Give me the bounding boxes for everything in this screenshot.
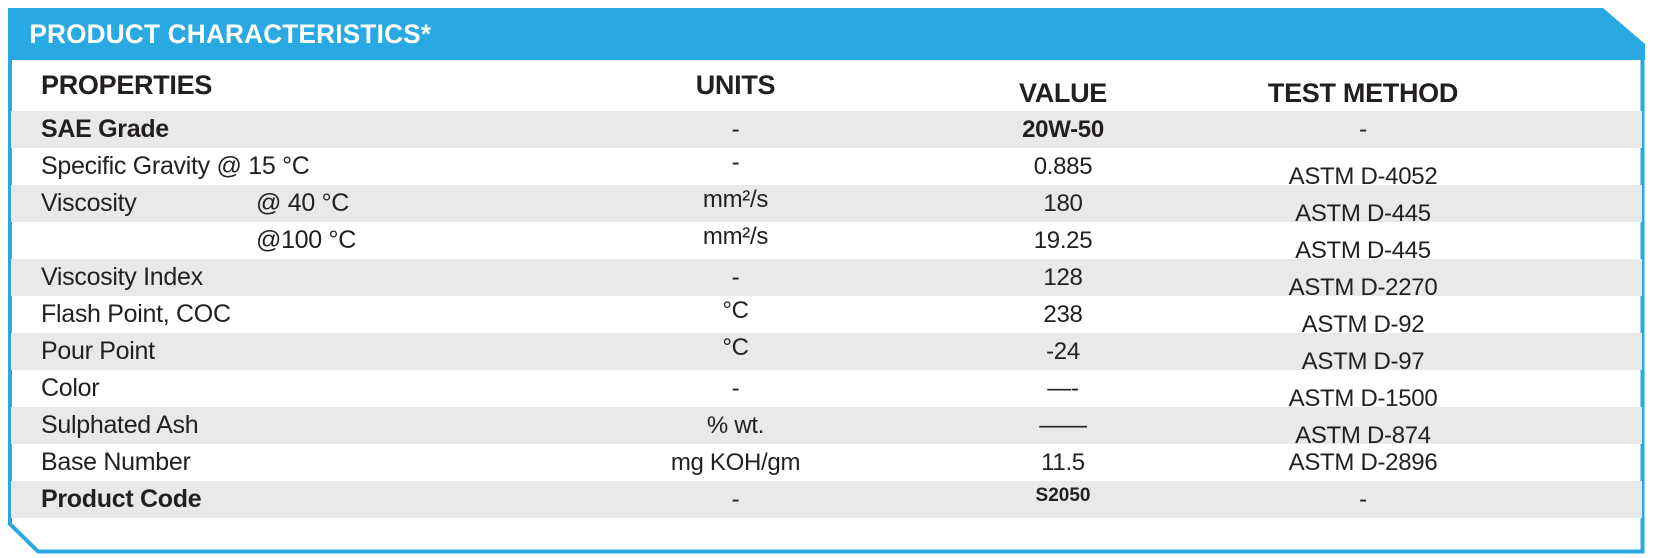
property-name: Pour Point xyxy=(41,337,155,365)
col-header-test-method: TEST METHOD xyxy=(1267,78,1459,108)
table-row-base-number: Base Number mg KOH/gm 11.5 ASTM D-2896 xyxy=(11,444,1642,481)
table-row-flash-point: Flash Point, COC °C 238 ASTM D-92 xyxy=(11,296,1642,338)
table-row-specific-gravity: Specific Gravity @ 15 °C - 0.885 ASTM D-… xyxy=(11,148,1642,190)
property-test-method: - xyxy=(1359,116,1367,143)
section-header-band: PRODUCT CHARACTERISTICS* xyxy=(8,8,1645,60)
property-name: Color xyxy=(41,374,100,402)
property-test-method: ASTM D-2896 xyxy=(1288,449,1438,476)
property-test-method: ASTM D-92 xyxy=(1301,311,1425,338)
property-name: Base Number xyxy=(41,448,191,476)
property-test-method: ASTM D-2270 xyxy=(1288,274,1438,301)
property-test-method: ASTM D-874 xyxy=(1295,422,1431,449)
property-name: Sulphated Ash xyxy=(41,411,199,439)
property-name: Viscosity Index xyxy=(41,263,203,291)
table-header-row: PROPERTIES UNITS VALUE TEST METHOD xyxy=(11,60,1642,111)
property-name: Specific Gravity @ 15 °C xyxy=(41,152,310,180)
table-row-product-code: Product Code - S2050 - xyxy=(11,481,1642,518)
property-name: SAE Grade xyxy=(41,115,169,143)
property-test-method: ASTM D-445 xyxy=(1295,237,1431,264)
property-units: mm²/s xyxy=(702,186,769,213)
property-name-condition: @ 40 °C xyxy=(256,189,350,217)
table-row-viscosity-40: Viscosity @ 40 °C mm²/s 180 ASTM D-445 xyxy=(11,185,1642,227)
property-name: @100 °C xyxy=(11,222,563,259)
table-row-color: Color - —- ASTM D-1500 xyxy=(11,370,1642,412)
characteristics-table: PROPERTIES UNITS VALUE TEST METHOD SAE G… xyxy=(8,60,1645,554)
property-units: - xyxy=(731,375,740,402)
section-title: PRODUCT CHARACTERISTICS* xyxy=(29,18,432,49)
property-name: Flash Point, COC xyxy=(41,300,231,328)
property-units: - xyxy=(731,264,740,291)
property-units: % wt. xyxy=(706,412,765,439)
property-units: °C xyxy=(722,297,749,324)
property-value: 19.25 xyxy=(1033,227,1093,254)
property-units: - xyxy=(731,486,740,513)
property-value: 0.885 xyxy=(1033,153,1093,180)
property-test-method: - xyxy=(1359,486,1367,513)
property-test-method: ASTM D-445 xyxy=(1295,200,1431,227)
property-value: 20W-50 xyxy=(1022,116,1104,143)
property-test-method: ASTM D-4052 xyxy=(1288,163,1438,190)
property-value: S2050 xyxy=(1035,485,1091,506)
col-header-units: UNITS xyxy=(695,70,776,100)
property-name: Viscosity @ 40 °C xyxy=(11,185,563,222)
property-value: 238 xyxy=(1043,301,1083,328)
property-test-method: ASTM D-1500 xyxy=(1288,385,1438,412)
table-row-pour-point: Pour Point °C -24 ASTM D-97 xyxy=(11,333,1642,375)
property-test-method: ASTM D-97 xyxy=(1301,348,1425,375)
property-name-main: Viscosity xyxy=(41,189,137,217)
property-name: Product Code xyxy=(41,485,202,513)
property-name-condition: @100 °C xyxy=(256,226,356,254)
property-units: - xyxy=(731,149,740,176)
property-value: 128 xyxy=(1043,264,1083,291)
property-units: mg KOH/gm xyxy=(670,449,801,476)
table-row-viscosity-100: @100 °C mm²/s 19.25 ASTM D-445 xyxy=(11,222,1642,264)
property-units: - xyxy=(731,116,740,143)
table-row-sae-grade: SAE Grade - 20W-50 - xyxy=(11,111,1642,148)
table-grid: PROPERTIES UNITS VALUE TEST METHOD SAE G… xyxy=(11,60,1642,518)
table-row-viscosity-index: Viscosity Index - 128 ASTM D-2270 xyxy=(11,259,1642,301)
property-units: mm²/s xyxy=(702,223,769,250)
property-units: °C xyxy=(722,334,749,361)
table-row-sulphated-ash: Sulphated Ash % wt. —— ASTM D-874 xyxy=(11,407,1642,449)
col-header-value: VALUE xyxy=(1018,78,1107,108)
col-header-properties: PROPERTIES xyxy=(41,70,213,100)
property-value: —- xyxy=(1047,375,1079,402)
property-value: 180 xyxy=(1043,190,1083,217)
table-border-frame xyxy=(8,60,1645,554)
property-value: -24 xyxy=(1046,338,1080,365)
property-value: —— xyxy=(1039,412,1087,439)
property-value: 11.5 xyxy=(1041,449,1085,476)
